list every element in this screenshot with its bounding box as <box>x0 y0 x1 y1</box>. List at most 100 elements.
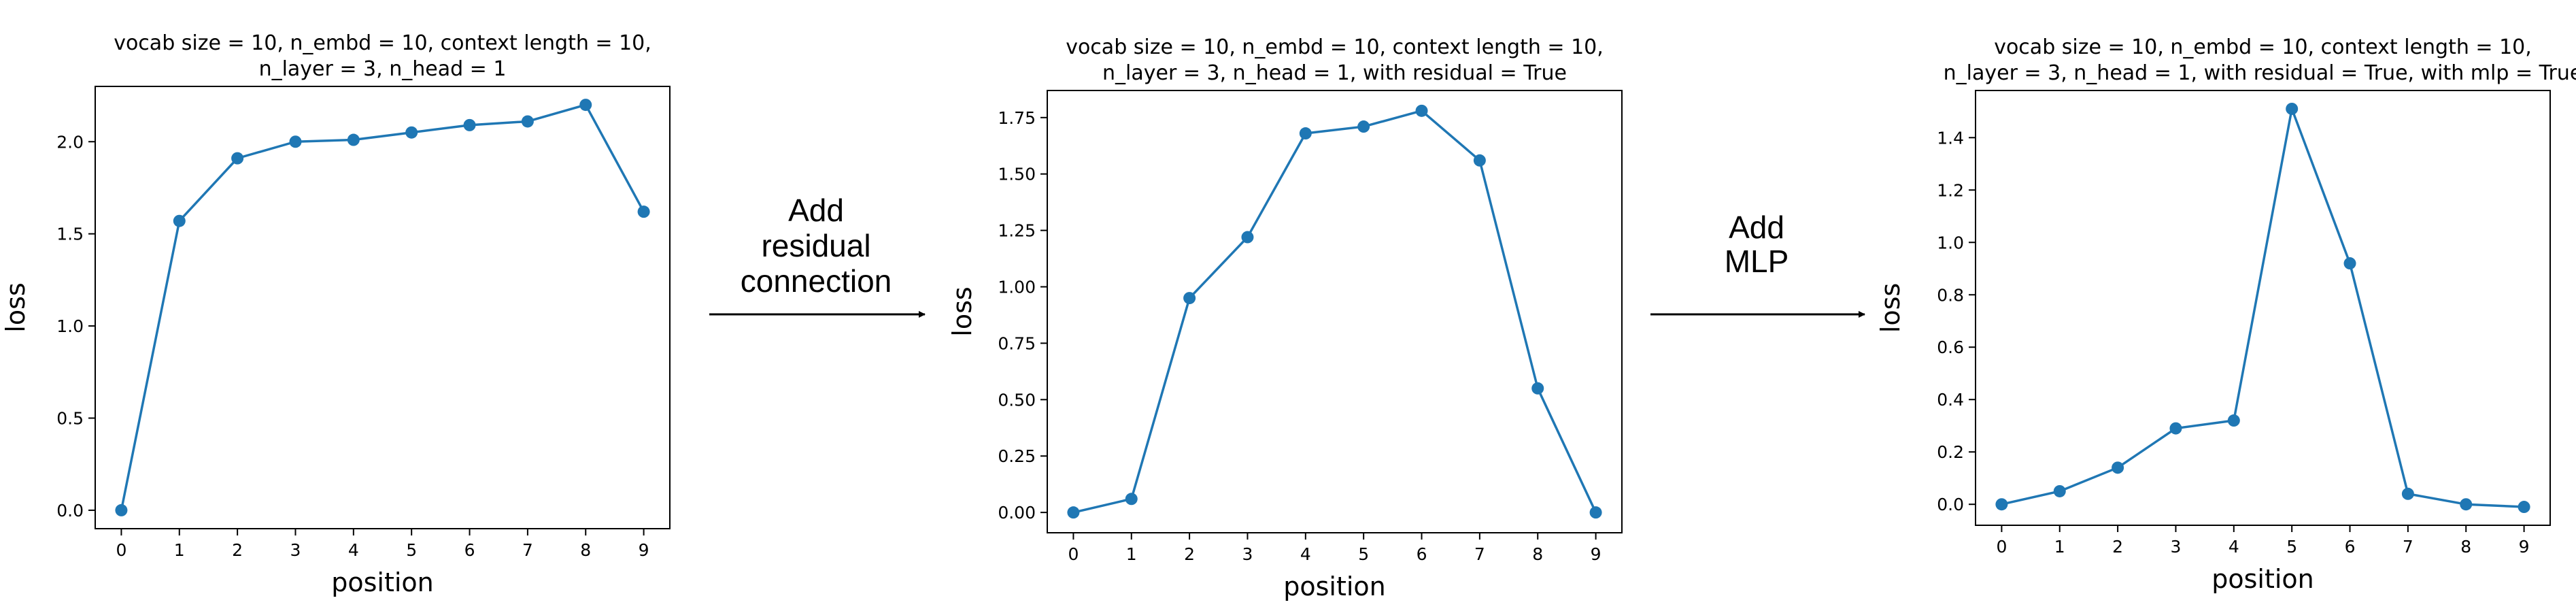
data-point <box>463 118 476 131</box>
arrow-label: Add <box>1729 210 1784 245</box>
x-tick-label: 6 <box>2345 537 2356 557</box>
chart-subtitle: n_layer = 3, n_head = 1, with residual =… <box>1102 61 1567 85</box>
x-tick-label: 0 <box>116 540 126 560</box>
y-axis-label: loss <box>1876 283 1905 333</box>
y-tick-label: 1.4 <box>1937 128 1964 148</box>
chart-title: vocab size = 10, n_embd = 10, context le… <box>1066 35 1604 59</box>
x-tick-label: 7 <box>522 540 533 560</box>
x-tick-label: 4 <box>1300 544 1311 564</box>
x-tick-label: 5 <box>406 540 417 560</box>
x-tick-label: 9 <box>639 540 649 560</box>
x-tick-label: 7 <box>2403 537 2413 557</box>
x-tick-label: 3 <box>1242 544 1253 564</box>
chart-title: vocab size = 10, n_embd = 10, context le… <box>1994 35 2532 59</box>
y-tick-label: 0.5 <box>56 409 84 429</box>
data-point <box>2169 422 2182 435</box>
chart-subtitle: n_layer = 3, n_head = 1 <box>259 57 507 81</box>
y-tick-label: 0.4 <box>1937 390 1964 410</box>
y-tick-label: 1.50 <box>998 165 1036 184</box>
chart-1: vocab size = 10, n_embd = 10, context le… <box>1 31 671 597</box>
data-point <box>2227 414 2240 427</box>
plot-frame <box>95 86 671 529</box>
x-tick-label: 2 <box>2112 537 2123 557</box>
x-tick-label: 6 <box>464 540 475 560</box>
data-point <box>2401 487 2414 500</box>
x-tick-label: 4 <box>348 540 359 560</box>
y-tick-label: 1.2 <box>1937 180 1964 200</box>
y-tick-label: 0.25 <box>998 446 1036 466</box>
data-point <box>1183 292 1196 305</box>
chart-3: vocab size = 10, n_embd = 10, context le… <box>1876 35 2576 594</box>
data-point <box>347 133 360 146</box>
x-tick-label: 3 <box>290 540 301 560</box>
data-point <box>289 135 302 148</box>
x-tick-label: 4 <box>2228 537 2239 557</box>
y-tick-label: 1.75 <box>998 108 1036 128</box>
plot-frame <box>1047 90 1623 533</box>
data-point <box>405 126 418 139</box>
x-tick-label: 5 <box>1358 544 1369 564</box>
arrow-label: connection <box>741 263 892 299</box>
y-axis-label: loss <box>1 282 31 332</box>
y-tick-label: 1.00 <box>998 278 1036 297</box>
arrow-label: residual <box>761 228 870 263</box>
data-point <box>1125 493 1138 506</box>
data-point <box>115 503 128 516</box>
plot-frame <box>1975 90 2551 526</box>
data-point <box>1531 382 1544 395</box>
data-point <box>637 205 650 218</box>
x-tick-label: 7 <box>1474 544 1485 564</box>
data-point <box>1067 506 1080 519</box>
x-tick-label: 2 <box>1184 544 1195 564</box>
arrow-label: Add <box>788 193 844 228</box>
x-tick-label: 0 <box>1068 544 1079 564</box>
x-tick-label: 9 <box>1591 544 1601 564</box>
x-tick-label: 6 <box>1417 544 1427 564</box>
y-tick-label: 0.8 <box>1937 285 1964 305</box>
data-point <box>2286 102 2299 115</box>
chart-subtitle: n_layer = 3, n_head = 1, with residual =… <box>1944 61 2576 85</box>
x-tick-label: 8 <box>2460 537 2471 557</box>
y-tick-label: 0.00 <box>998 503 1036 523</box>
data-point <box>1473 154 1486 167</box>
series-line <box>120 103 645 511</box>
y-tick-label: 0.2 <box>1937 442 1964 462</box>
x-tick-label: 9 <box>2519 537 2530 557</box>
x-axis-label: position <box>2211 564 2314 594</box>
data-point <box>1995 498 2008 511</box>
y-tick-label: 0.0 <box>56 501 84 521</box>
y-tick-label: 1.25 <box>998 221 1036 241</box>
data-point <box>2112 461 2124 474</box>
x-tick-label: 1 <box>174 540 185 560</box>
x-tick-label: 8 <box>580 540 591 560</box>
data-point <box>1299 127 1312 140</box>
data-point <box>1357 120 1370 133</box>
data-point <box>2343 257 2356 270</box>
y-tick-label: 1.0 <box>56 316 84 336</box>
data-point <box>2460 498 2473 511</box>
x-tick-label: 0 <box>1996 537 2007 557</box>
x-axis-label: position <box>1283 572 1386 601</box>
data-point <box>579 99 592 112</box>
data-point <box>1415 104 1428 117</box>
series-line <box>2001 108 2524 508</box>
data-point <box>2053 484 2066 497</box>
x-axis-label: position <box>331 567 434 597</box>
data-point <box>521 115 534 128</box>
y-axis-label: loss <box>947 286 977 336</box>
x-tick-label: 1 <box>2054 537 2065 557</box>
chart-title: vocab size = 10, n_embd = 10, context le… <box>114 31 651 55</box>
x-tick-label: 3 <box>2171 537 2182 557</box>
y-tick-label: 0.75 <box>998 333 1036 353</box>
y-tick-label: 1.5 <box>56 225 84 244</box>
data-point <box>173 214 186 227</box>
y-tick-label: 2.0 <box>56 132 84 152</box>
y-tick-label: 0.0 <box>1937 495 1964 514</box>
y-tick-label: 1.0 <box>1937 233 1964 252</box>
x-tick-label: 2 <box>232 540 243 560</box>
y-tick-label: 0.50 <box>998 390 1036 410</box>
x-tick-label: 1 <box>1126 544 1137 564</box>
